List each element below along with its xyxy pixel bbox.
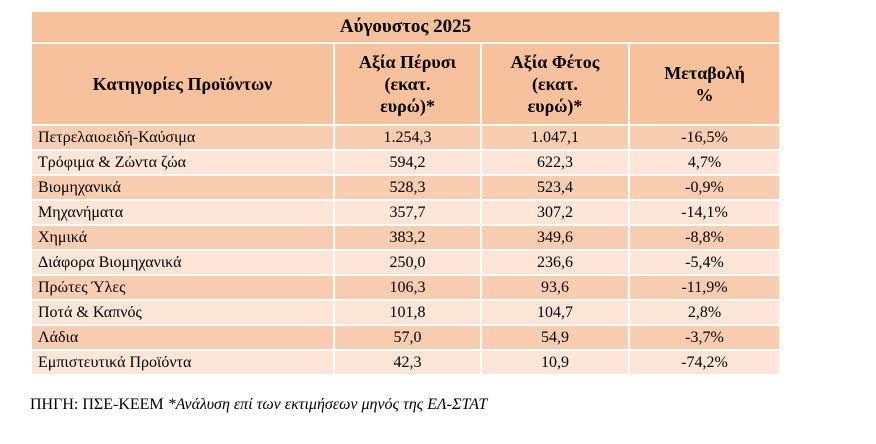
value-cell: -0,9% [627,174,782,201]
header-cell: Αξία Πέρυσι (εκατ. ευρώ)* [333,42,482,126]
source-note: *Ανάλυση επί των εκτιμήσεων μηνός της ΕΛ… [167,396,488,413]
header-line: Αξία Πέρυσι [358,52,457,72]
value-cell: 57,0 [333,324,482,351]
value-cell: 4,7% [627,149,782,176]
table-title: Αύγουστος 2025 [29,10,782,44]
value-cell: -16,5% [627,124,782,151]
category-cell: Τρόφιμα & Ζώντα ζώα [30,149,335,176]
data-row: Μηχανήματα 357,7 307,2 -14,1% [30,199,782,226]
data-row: Βιομηχανικά 528,3 523,4 -0,9% [30,174,782,201]
category-cell: Πρώτες Ύλες [30,274,335,301]
header-line: ευρώ)* [527,96,583,116]
value-cell: 101,8 [333,299,482,326]
data-row: Εμπιστευτικά Προϊόντα 42,3 10,9 -74,2% [30,349,782,376]
data-row: Χημικά 383,2 349,6 -8,8% [30,224,782,251]
category-cell: Χημικά [30,224,335,251]
value-cell: 106,3 [333,274,482,301]
category-cell: Εμπιστευτικά Προϊόντα [30,349,335,376]
value-cell: 357,7 [333,199,482,226]
header-line: Κατηγορίες Προϊόντων [92,74,273,94]
value-cell: -3,7% [627,324,782,351]
source-line: ΠΗΓΗ: ΠΣΕ-ΚΕΕΜ *Ανάλυση επί των εκτιμήσε… [30,396,487,414]
value-cell: -5,4% [627,249,782,276]
value-cell: 523,4 [480,174,630,201]
table: Αύγουστος 2025 Κατηγορίες Προϊόντων Αξία … [29,10,782,376]
category-cell: Βιομηχανικά [30,174,335,201]
value-cell: 10,9 [480,349,630,376]
data-row: Διάφορα Βιομηχανικά 250,0 236,6 -5,4% [30,249,782,276]
header-cell: Κατηγορίες Προϊόντων [30,42,335,126]
value-cell: 594,2 [333,149,482,176]
category-cell: Μηχανήματα [30,199,335,226]
value-cell: 349,6 [480,224,630,251]
category-cell: Διάφορα Βιομηχανικά [30,249,335,276]
value-cell: 383,2 [333,224,482,251]
header-line: Μεταβολή [664,63,745,83]
header-line: (εκατ. [531,74,578,94]
header-line: (εκατ. [384,74,431,94]
value-cell: 528,3 [333,174,482,201]
data-row: Τρόφιμα & Ζώντα ζώα 594,2 622,3 4,7% [30,149,782,176]
header-cell: Αξία Φέτος (εκατ. ευρώ)* [480,42,630,126]
header-line: Αξία Φέτος [510,52,600,72]
table-wrap: Αύγουστος 2025 Κατηγορίες Προϊόντων Αξία … [29,10,782,376]
value-cell: 42,3 [333,349,482,376]
value-cell: 2,8% [627,299,782,326]
header-row: Κατηγορίες Προϊόντων Αξία Πέρυσι (εκατ. ευρ… [30,42,782,126]
category-cell: Πετρελαιοειδή-Καύσιμα [30,124,335,151]
value-cell: 250,0 [333,249,482,276]
value-cell: 1.254,3 [333,124,482,151]
header-line: ευρώ)* [380,96,435,116]
category-cell: Ποτά & Καπνός [30,299,335,326]
value-cell: -11,9% [627,274,782,301]
value-cell: 93,6 [480,274,630,301]
value-cell: 236,6 [480,249,630,276]
table-body: Αύγουστος 2025 Κατηγορίες Προϊόντων Αξία … [29,10,782,376]
source-label: ΠΗΓΗ: ΠΣΕ-ΚΕΕΜ [30,396,164,413]
value-cell: 1.047,1 [480,124,630,151]
title-row: Αύγουστος 2025 [29,10,782,44]
data-row: Πετρελαιοειδή-Καύσιμα 1.254,3 1.047,1 -16,5… [30,124,782,151]
value-cell: 622,3 [480,149,630,176]
value-cell: -8,8% [627,224,782,251]
data-row: Λάδια 57,0 54,9 -3,7% [30,324,782,351]
header-cell: Μεταβολή% [627,42,782,126]
category-cell: Λάδια [30,324,335,351]
value-cell: 307,2 [480,199,630,226]
value-cell: -14,1% [627,199,782,226]
value-cell: 54,9 [480,324,630,351]
value-cell: 104,7 [480,299,630,326]
data-row: Πρώτες Ύλες 106,3 93,6 -11,9% [30,274,782,301]
data-row: Ποτά & Καπνός 101,8 104,7 2,8% [30,299,782,326]
value-cell: -74,2% [627,349,782,376]
header-line: % [695,85,714,105]
